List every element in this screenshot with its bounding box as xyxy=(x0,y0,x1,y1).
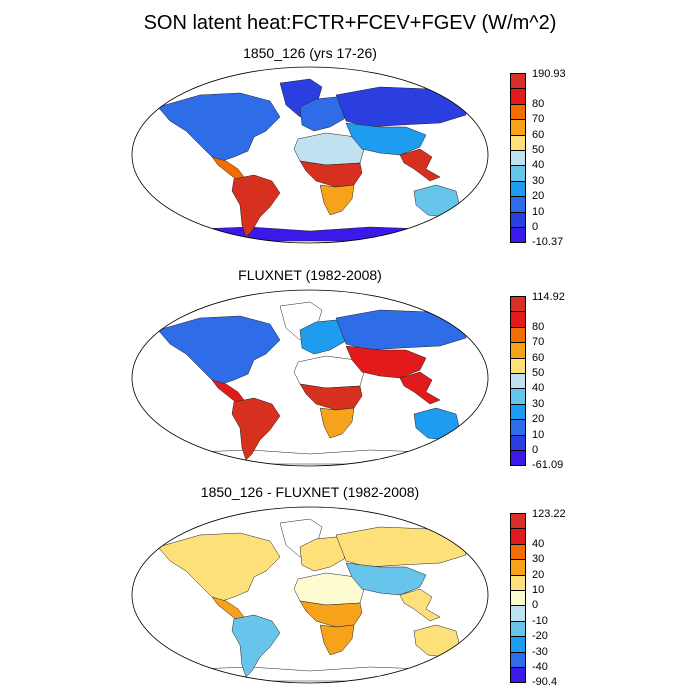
colorbar-swatch xyxy=(510,150,526,167)
colorbar-swatch xyxy=(510,513,526,530)
colorbar-label: 20 xyxy=(532,413,545,426)
colorbar-label: -90.4 xyxy=(532,676,558,689)
colorbar-label: -20 xyxy=(532,630,548,643)
colorbar-swatch xyxy=(510,227,526,244)
colorbar-swatch xyxy=(510,574,526,591)
panel-1-title: 1850_126 (yrs 17-26) xyxy=(243,45,377,61)
colorbar-label: 10 xyxy=(532,584,545,596)
region-africa-south xyxy=(319,184,355,216)
map-panel-1 xyxy=(131,66,489,244)
colorbar-label: 40 xyxy=(532,537,545,550)
map-outline xyxy=(131,506,489,684)
colorbar-label: 10 xyxy=(532,205,545,218)
colorbar-swatch xyxy=(510,196,526,213)
colorbar-label: -10.37 xyxy=(532,236,564,249)
region-asia-north xyxy=(335,309,467,351)
colorbar-label: 40 xyxy=(532,159,545,172)
region-south-america xyxy=(231,614,281,678)
colorbar-swatch xyxy=(510,103,526,121)
region-europe xyxy=(299,319,349,355)
region-south-america xyxy=(231,174,281,238)
map-outline xyxy=(131,289,489,467)
colorbar-swatch xyxy=(510,134,526,151)
colorbar-swatch xyxy=(510,434,526,451)
colorbar-swatch xyxy=(510,450,526,467)
region-asia-south xyxy=(345,122,427,156)
colorbar-label: 20 xyxy=(532,568,545,581)
colorbar-swatch xyxy=(510,165,526,182)
colorbar-label: 60 xyxy=(532,351,545,364)
region-north-america xyxy=(157,532,281,602)
colorbar-swatch xyxy=(510,528,526,545)
region-africa-south xyxy=(319,624,355,656)
region-africa-south xyxy=(319,407,355,439)
colorbar-swatch xyxy=(510,651,526,668)
colorbar-swatch xyxy=(510,357,526,374)
colorbar-label: 30 xyxy=(532,397,545,410)
colorbar-swatch xyxy=(510,73,526,90)
colorbar-label: 10 xyxy=(532,428,545,441)
colorbar-label: -40 xyxy=(532,661,548,673)
figure-title: SON latent heat:FCTR+FCEV+FGEV (W/m^2) xyxy=(143,12,557,34)
map-outline xyxy=(131,66,489,244)
colorbar-swatch xyxy=(510,620,526,638)
colorbar-swatch xyxy=(510,403,526,421)
colorbar-label: 70 xyxy=(532,113,545,126)
colorbar-swatch xyxy=(510,667,526,684)
colorbar-label: -10 xyxy=(532,614,548,627)
map-panel-2 xyxy=(131,289,489,467)
colorbar-swatch xyxy=(510,373,526,390)
colorbar-label: 123.22 xyxy=(532,508,566,520)
colorbar-label: 80 xyxy=(532,97,545,110)
colorbar-label: 0 xyxy=(532,599,539,612)
colorbar-swatch xyxy=(510,180,526,198)
colorbar-swatch xyxy=(510,605,526,622)
region-se-asia xyxy=(399,371,441,405)
colorbar-label: -30 xyxy=(532,645,548,658)
colorbar-label: 80 xyxy=(532,320,545,333)
panel-2-title: FLUXNET (1982-2008) xyxy=(238,267,382,283)
region-asia-south xyxy=(345,562,427,596)
region-north-america xyxy=(157,315,281,385)
panel-3-title: 1850_126 - FLUXNET (1982-2008) xyxy=(200,484,420,500)
colorbar-swatch xyxy=(510,342,526,359)
colorbar-swatch xyxy=(510,636,526,653)
colorbar-swatch xyxy=(510,543,526,561)
region-asia-south xyxy=(345,345,427,379)
colorbar-label: 190.93 xyxy=(532,68,566,80)
colorbar-label: 60 xyxy=(532,128,545,141)
colorbar-label: -61.09 xyxy=(532,459,564,472)
colorbar-swatch xyxy=(510,590,526,607)
colorbar-label: 70 xyxy=(532,336,545,349)
colorbar-swatch xyxy=(510,88,526,105)
colorbar-label: 20 xyxy=(532,190,545,203)
colorbar-swatch xyxy=(510,419,526,436)
region-se-asia xyxy=(399,588,441,622)
colorbar-label: 50 xyxy=(532,144,545,156)
colorbar-swatch xyxy=(510,296,526,313)
region-europe xyxy=(299,536,349,572)
colorbar-label: 50 xyxy=(532,367,545,379)
region-asia-north xyxy=(335,526,467,568)
map-panel-3 xyxy=(131,506,489,684)
colorbar-swatch xyxy=(510,388,526,405)
colorbar-swatch xyxy=(510,311,526,328)
region-north-america xyxy=(157,92,281,162)
region-south-america xyxy=(231,397,281,461)
colorbar-swatch xyxy=(510,326,526,344)
colorbar-label: 114.92 xyxy=(532,291,565,303)
colorbar-swatch xyxy=(510,211,526,228)
colorbar-label: 30 xyxy=(532,553,545,566)
colorbar-swatch xyxy=(510,119,526,136)
region-se-asia xyxy=(399,148,441,182)
region-europe xyxy=(299,96,349,132)
colorbar-label: 0 xyxy=(532,221,539,233)
colorbar-label: 40 xyxy=(532,382,545,395)
region-asia-north xyxy=(335,86,467,128)
colorbar-label: 30 xyxy=(532,174,545,187)
colorbar-label: 0 xyxy=(532,444,539,456)
colorbar-swatch xyxy=(510,559,526,576)
